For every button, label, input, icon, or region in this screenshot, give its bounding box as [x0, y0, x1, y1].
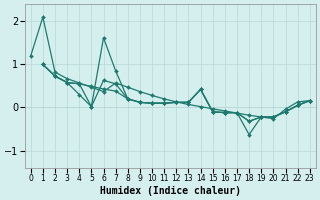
X-axis label: Humidex (Indice chaleur): Humidex (Indice chaleur) — [100, 186, 241, 196]
